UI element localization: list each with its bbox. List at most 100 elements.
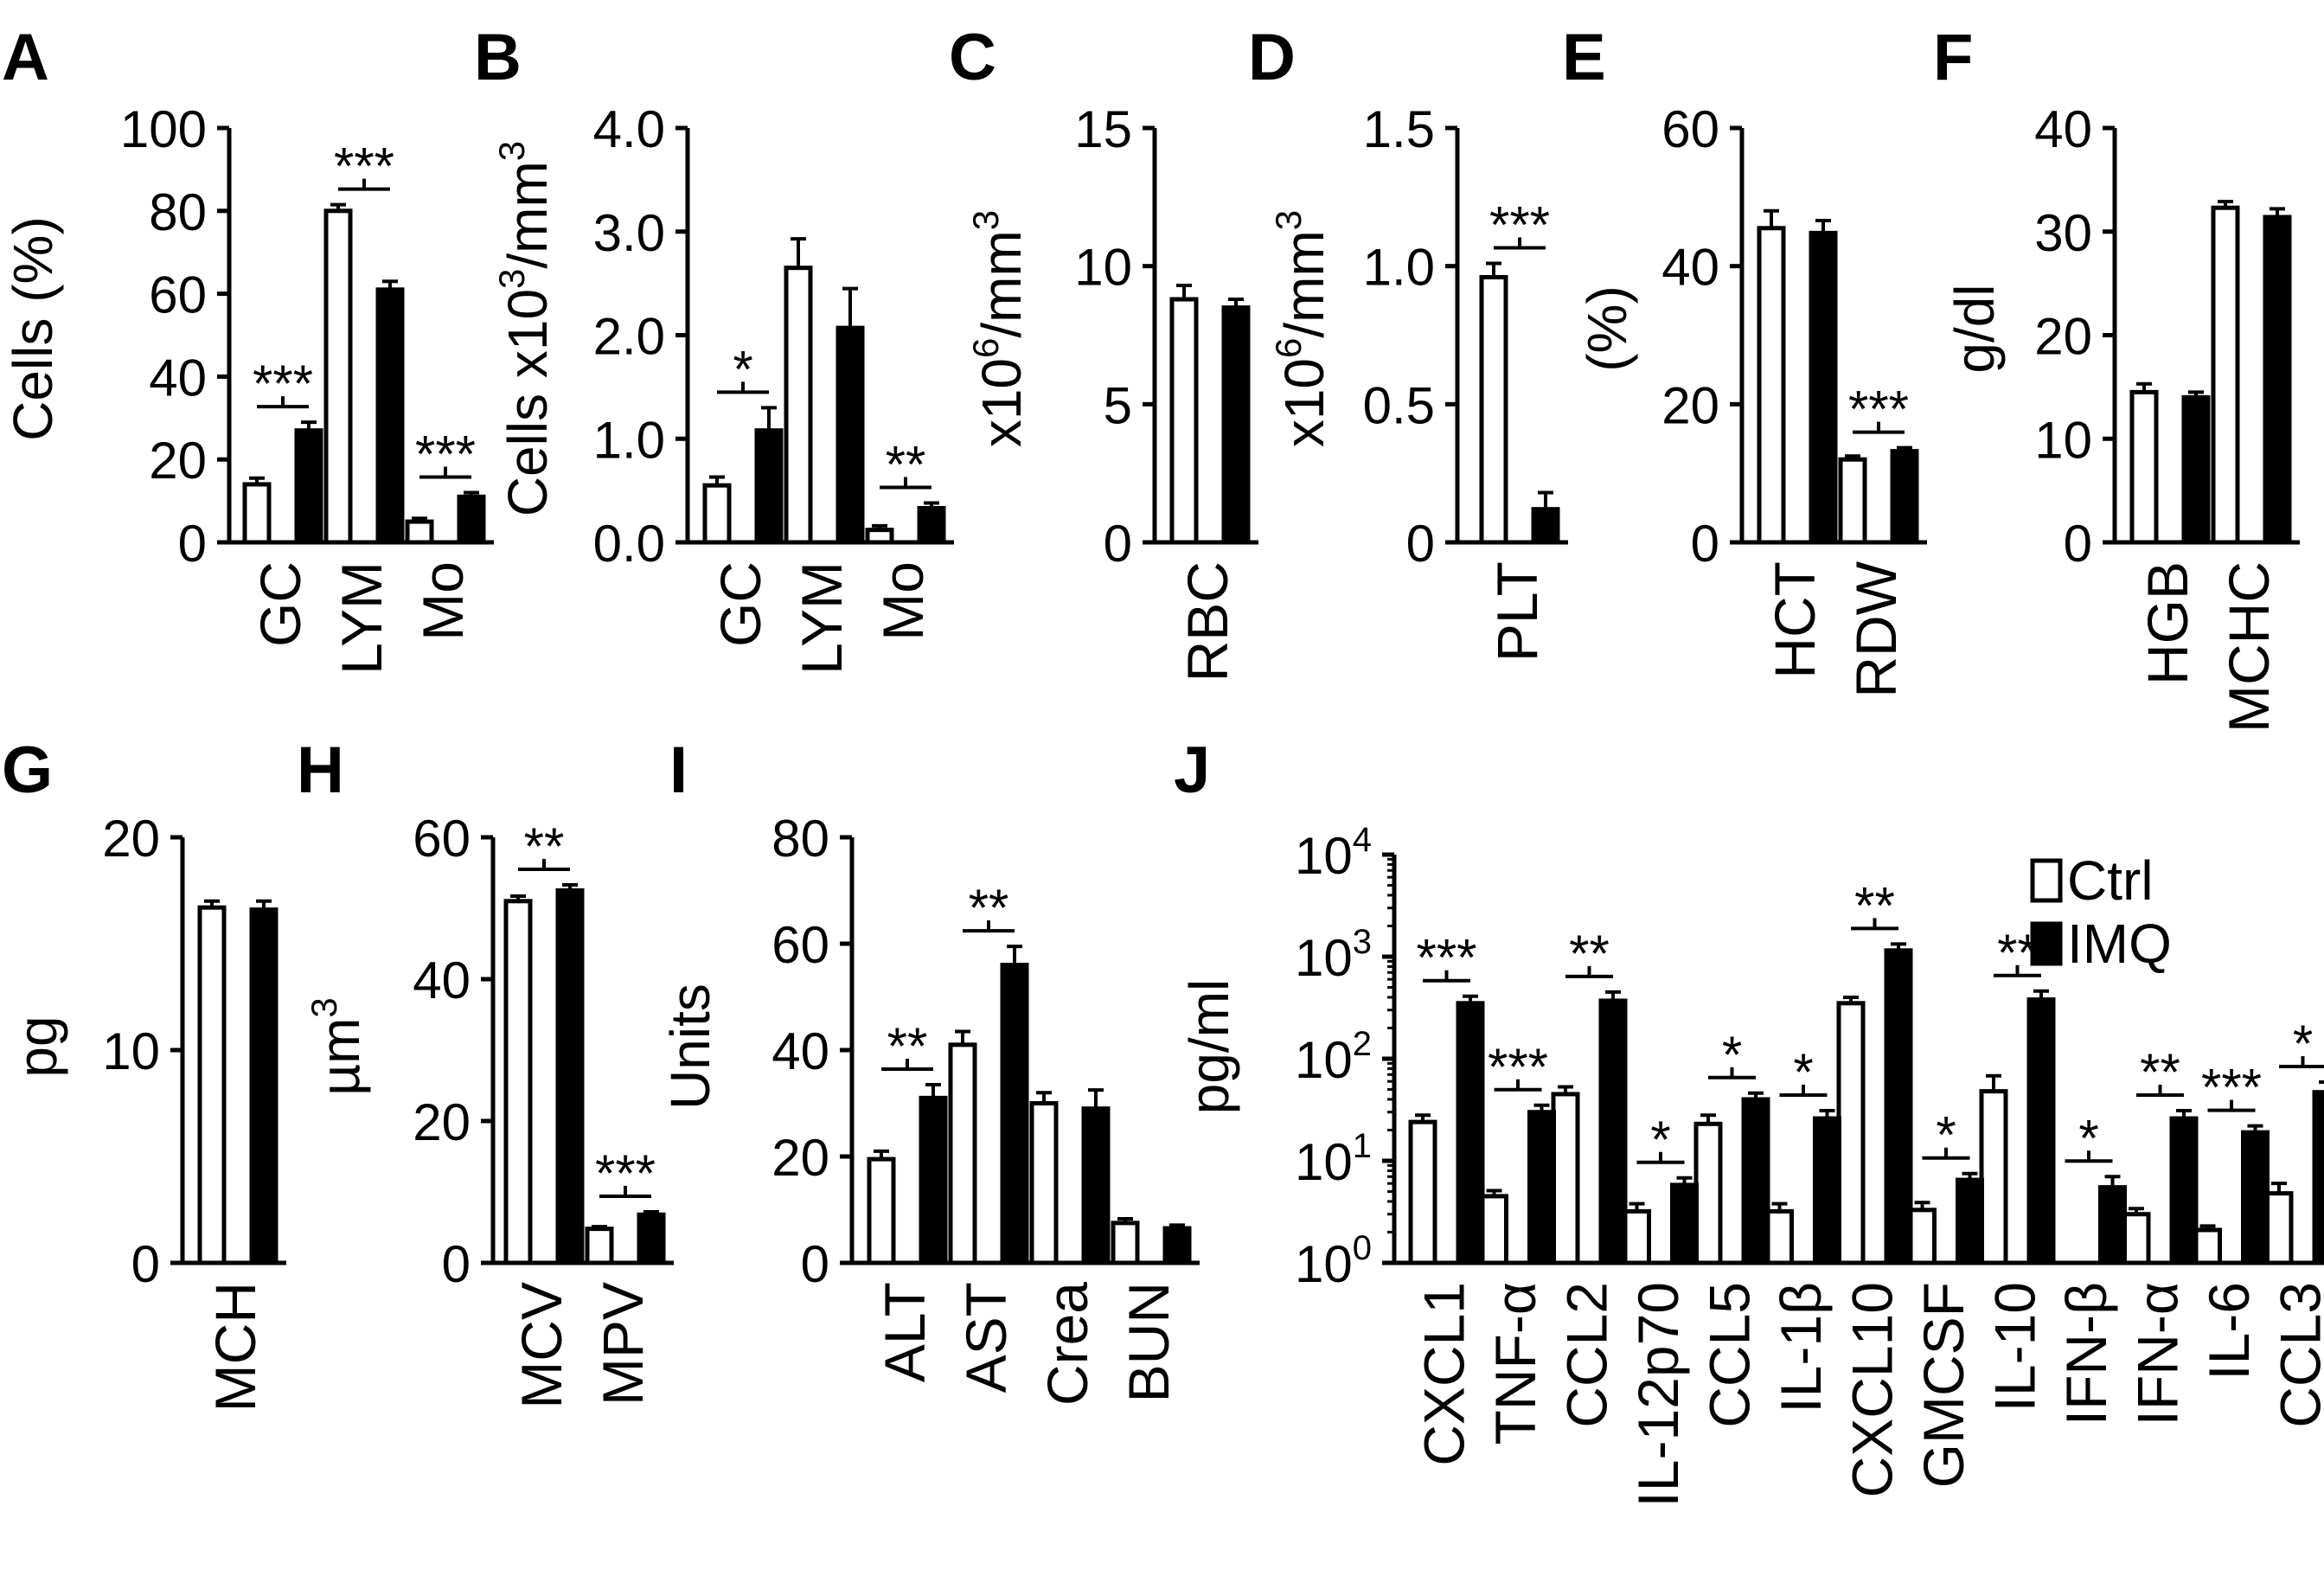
bar-imq <box>1956 1177 1984 1265</box>
y-tick-label: 0 <box>801 1235 829 1293</box>
y-tick-label: 0 <box>131 1235 160 1293</box>
significance-label: *** <box>415 426 476 484</box>
bar-imq <box>2098 1185 2127 1265</box>
significance-label: ** <box>887 1017 928 1075</box>
bar-imq <box>2241 1130 2270 1265</box>
bar-imq <box>1531 507 1560 545</box>
bar-ctrl <box>323 208 353 545</box>
y-tick-label: 60 <box>771 916 829 974</box>
bar-imq <box>2026 997 2056 1265</box>
panel-letter-b: B <box>474 21 522 94</box>
significance-label: *** <box>253 355 313 413</box>
y-tick-label: 80 <box>771 810 829 868</box>
significance-label: * <box>2078 1109 2098 1167</box>
y-tick-label: 20 <box>149 432 207 490</box>
y-tick-label: 3.0 <box>593 204 665 262</box>
x-category-label: MPV <box>591 1282 655 1406</box>
x-category-label: IL-10 <box>1983 1282 2047 1412</box>
x-category-label: ALT <box>873 1282 937 1382</box>
chart-panel-c: 0 5 10 15 x106/mm3 RBC <box>965 100 1258 682</box>
bar-imq <box>1813 1116 1841 1265</box>
chart-panel-f: 0 10 20 30 40 g/dl HGB MCHC <box>1943 100 2300 733</box>
bar-imq <box>2181 394 2211 545</box>
bar-imq <box>1456 1001 1485 1265</box>
bar-imq <box>1081 1106 1111 1265</box>
significance-label: ** <box>524 817 565 875</box>
y-axis-label: x106/mm3 <box>1268 210 1335 447</box>
x-category-label: Mo <box>871 561 935 641</box>
y-tick-label: 20 <box>2034 308 2092 366</box>
bar-imq <box>249 907 278 1265</box>
bar-ctrl <box>585 1227 614 1265</box>
y-axis-label: Cells (%) <box>2 216 64 441</box>
panel-letter-d: D <box>1248 21 1296 94</box>
y-tick-label: 0.5 <box>1363 376 1435 434</box>
bar-ctrl <box>867 1156 896 1265</box>
bar-imq <box>1741 1097 1770 1265</box>
bar-ctrl <box>1908 1208 1937 1265</box>
y-tick-label: 104 <box>1295 821 1372 885</box>
bar-imq <box>754 428 784 545</box>
x-category-label: RBC <box>1175 561 1239 682</box>
y-tick-label: 0 <box>178 515 207 573</box>
x-category-label: IFN-α <box>2126 1282 2190 1425</box>
bar-ctrl <box>503 899 533 1265</box>
chart-panel-a: 0 20 40 60 80 100 Cells (%) *** *** *** GC LYM Mo <box>2 100 494 675</box>
chart-panel-d: 0 0.5 1.0 1.5 x106/mm3 *** PLT <box>1268 100 1568 662</box>
x-category-label: RDW <box>1844 561 1908 697</box>
bar-ctrl <box>405 519 434 545</box>
bar-imq <box>1598 998 1628 1265</box>
bar-imq <box>2169 1116 2199 1265</box>
bar-ctrl <box>1480 1194 1508 1265</box>
x-category-label: CCL2 <box>1555 1282 1619 1428</box>
x-category-label: LYM <box>790 561 854 675</box>
bar-ctrl <box>2211 205 2240 545</box>
x-category-label: IL-1β <box>1769 1282 1833 1413</box>
y-tick-label: 20 <box>102 810 160 868</box>
bar-ctrl <box>1757 226 1786 545</box>
bar-imq <box>1670 1182 1699 1265</box>
x-category-label: GC <box>708 561 772 647</box>
y-tick-label: 0 <box>2064 515 2092 573</box>
y-tick-label: 1.0 <box>593 411 665 469</box>
significance-label: * <box>1650 1111 1670 1169</box>
significance-label: * <box>1793 1043 1813 1101</box>
y-tick-label: 100 <box>1295 1229 1372 1293</box>
x-category-label: PLT <box>1485 561 1549 662</box>
panel-letter-e: E <box>1562 21 1606 94</box>
y-axis-label: pg <box>6 1015 68 1077</box>
y-tick-label: 1.0 <box>1363 239 1435 297</box>
chart-panel-e: 0 20 40 60 (%) *** HCT RDW <box>1576 100 1927 698</box>
y-tick-label: 20 <box>413 1093 471 1151</box>
bar-imq <box>1221 305 1251 545</box>
x-category-label: HGB <box>2135 561 2199 685</box>
x-category-label: BUN <box>1117 1282 1181 1402</box>
y-tick-label: 60 <box>1661 100 1719 158</box>
y-tick-label: 1.5 <box>1363 100 1435 158</box>
significance-label: ** <box>1854 876 1895 934</box>
y-axis-label: x106/mm3 <box>965 210 1033 447</box>
x-category-label: GC <box>248 561 312 647</box>
y-axis-label: µm3 <box>304 997 371 1096</box>
y-tick-label: 0.0 <box>593 515 665 573</box>
x-category-label: TNF-α <box>1483 1282 1547 1445</box>
x-category-label: HCT <box>1763 561 1827 679</box>
x-category-label: AST <box>954 1282 1018 1393</box>
bar-imq <box>1527 1110 1556 1265</box>
bar-ctrl <box>242 482 272 545</box>
bar-ctrl <box>1623 1208 1651 1265</box>
bar-imq <box>457 494 486 545</box>
y-tick-label: 100 <box>120 100 207 158</box>
x-category-label: CCL3 <box>2269 1282 2324 1428</box>
panel-letter-f: F <box>1933 21 1973 94</box>
x-category-label: IL-12p70 <box>1626 1282 1690 1508</box>
bar-imq <box>2263 215 2292 545</box>
bar-ctrl <box>948 1042 977 1265</box>
y-axis-label: pg/ml <box>1178 979 1240 1115</box>
significance-label: *** <box>1416 929 1476 987</box>
y-tick-label: 101 <box>1295 1127 1372 1191</box>
bar-ctrl <box>2129 389 2159 545</box>
y-axis-label: Units <box>659 983 721 1110</box>
